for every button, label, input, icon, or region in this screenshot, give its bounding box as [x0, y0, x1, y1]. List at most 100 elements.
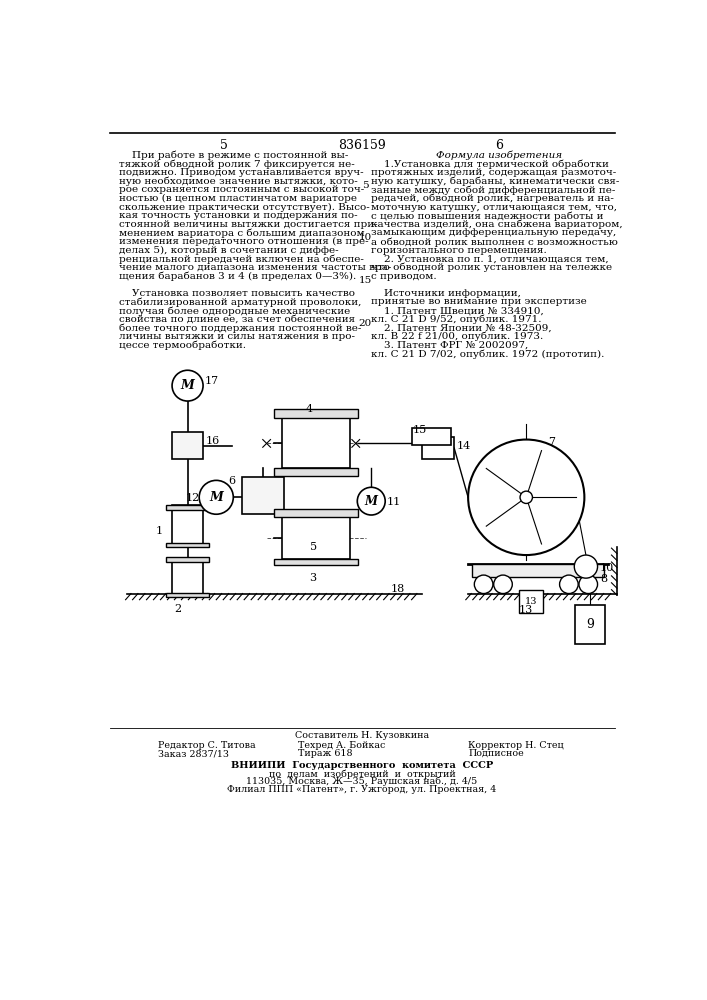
- Text: Тираж 618: Тираж 618: [298, 749, 352, 758]
- Text: 10: 10: [600, 563, 614, 573]
- Text: а обводной ролик выполнен с возможностью: а обводной ролик выполнен с возможностью: [371, 237, 618, 247]
- Text: Заказ 2837/13: Заказ 2837/13: [158, 749, 229, 758]
- Bar: [421, 437, 454, 459]
- Text: Подписное: Подписное: [468, 749, 524, 758]
- Circle shape: [579, 575, 597, 594]
- Text: щения барабанов 3 и 4 (в пределах 0—3%).: щения барабанов 3 и 4 (в пределах 0—3%).: [119, 272, 356, 281]
- Bar: [274, 468, 358, 476]
- Text: Редактор С. Титова: Редактор С. Титова: [158, 741, 256, 750]
- Text: цессе термообработки.: цессе термообработки.: [119, 341, 246, 350]
- Text: М: М: [180, 379, 194, 392]
- Text: стоянной величины вытяжки достигается при-: стоянной величины вытяжки достигается пр…: [119, 220, 378, 229]
- Text: 1.Установка для термической обработки: 1.Установка для термической обработки: [371, 159, 609, 169]
- Text: 15: 15: [412, 425, 426, 435]
- Text: качества изделий, она снабжена вариатором,: качества изделий, она снабжена вариаторо…: [371, 220, 623, 229]
- Bar: [274, 509, 358, 517]
- Text: 6: 6: [495, 139, 503, 152]
- Text: 2. Установка по п. 1, отличающаяся тем,: 2. Установка по п. 1, отличающаяся тем,: [371, 254, 609, 263]
- Text: 2: 2: [175, 604, 182, 614]
- Circle shape: [493, 575, 513, 594]
- Text: М: М: [365, 495, 378, 508]
- Text: Техред А. Бойкас: Техред А. Бойкас: [298, 741, 385, 750]
- Text: Составитель Н. Кузовкина: Составитель Н. Кузовкина: [295, 731, 429, 740]
- Text: ВНИИПИ  Государственного  комитета  СССР: ВНИИПИ Государственного комитета СССР: [230, 761, 493, 770]
- Circle shape: [559, 575, 578, 594]
- Text: кл. С 21 D 9/52, опублик. 1971.: кл. С 21 D 9/52, опублик. 1971.: [371, 315, 542, 324]
- Bar: [166, 557, 209, 562]
- Text: 2. Патент Японии № 48-32509,: 2. Патент Японии № 48-32509,: [371, 323, 552, 332]
- Text: 7: 7: [548, 437, 555, 447]
- Text: Корректор Н. Стец: Корректор Н. Стец: [468, 741, 563, 750]
- Circle shape: [199, 480, 233, 514]
- Bar: [519, 590, 542, 613]
- Text: более точного поддержания постоянной ве-: более точного поддержания постоянной ве-: [119, 323, 362, 333]
- Text: 4: 4: [305, 404, 312, 414]
- Text: кл. В 22 f 21/00, опублик. 1973.: кл. В 22 f 21/00, опублик. 1973.: [371, 332, 544, 341]
- Bar: [166, 505, 209, 510]
- Text: 3: 3: [310, 573, 317, 583]
- Text: 15: 15: [358, 276, 372, 285]
- Text: 17: 17: [204, 376, 218, 386]
- Text: ренциальной передачей включен на обеспе-: ренциальной передачей включен на обеспе-: [119, 254, 364, 264]
- Text: 5: 5: [362, 181, 368, 190]
- Text: рое сохраняется постоянным с высокой точ-: рое сохраняется постоянным с высокой точ…: [119, 185, 365, 194]
- Text: 10: 10: [358, 233, 372, 242]
- Text: 1. Патент Швеции № 334910,: 1. Патент Швеции № 334910,: [371, 306, 544, 315]
- Bar: [172, 432, 203, 459]
- Text: моточную катушку, отличающаяся тем, что,: моточную катушку, отличающаяся тем, что,: [371, 203, 617, 212]
- Text: М: М: [209, 491, 223, 504]
- Text: менением вариатора с большим диапазоном: менением вариатора с большим диапазоном: [119, 228, 365, 238]
- Bar: [166, 543, 209, 547]
- Circle shape: [474, 575, 493, 594]
- Bar: [242, 477, 284, 514]
- Circle shape: [574, 555, 597, 578]
- Circle shape: [520, 491, 532, 503]
- Bar: [172, 559, 203, 597]
- Text: с целью повышения надежности работы и: с целью повышения надежности работы и: [371, 211, 604, 221]
- Text: 18: 18: [391, 584, 405, 594]
- Text: подвижно. Приводом устанавливается вруч-: подвижно. Приводом устанавливается вруч-: [119, 168, 364, 177]
- Text: стабилизированной арматурной проволоки,: стабилизированной арматурной проволоки,: [119, 297, 362, 307]
- Text: по  делам  изобретений  и  открытий: по делам изобретений и открытий: [269, 769, 455, 779]
- Text: личины вытяжки и силы натяжения в про-: личины вытяжки и силы натяжения в про-: [119, 332, 356, 341]
- Text: 5: 5: [310, 542, 317, 552]
- Circle shape: [468, 440, 585, 555]
- Text: Источники информации,: Источники информации,: [371, 289, 521, 298]
- Circle shape: [357, 487, 385, 515]
- Text: 14: 14: [457, 441, 471, 451]
- Bar: [412, 428, 451, 445]
- Text: 5: 5: [220, 139, 228, 152]
- Text: протяжных изделий, содержащая размоточ-: протяжных изделий, содержащая размоточ-: [371, 168, 617, 177]
- Circle shape: [172, 370, 203, 401]
- Text: Формула изобретения: Формула изобретения: [436, 151, 562, 160]
- Text: 113035, Москва, Ж—35, Раушская наб., д. 4/5: 113035, Москва, Ж—35, Раушская наб., д. …: [246, 777, 477, 786]
- Text: При работе в режиме с постоянной вы-: При работе в режиме с постоянной вы-: [119, 151, 349, 160]
- Text: 3. Патент ФРГ № 2002097,: 3. Патент ФРГ № 2002097,: [371, 341, 529, 350]
- Text: 836159: 836159: [338, 139, 386, 152]
- Text: 11: 11: [387, 497, 401, 507]
- Text: 1: 1: [156, 526, 163, 536]
- Text: свойства по длине ее, за счет обеспечения: свойства по длине ее, за счет обеспечени…: [119, 315, 356, 324]
- Text: занные между собой дифференциальной пе-: занные между собой дифференциальной пе-: [371, 185, 616, 195]
- Text: 13: 13: [519, 605, 533, 615]
- Text: 12: 12: [185, 493, 199, 503]
- Bar: [274, 559, 358, 565]
- Text: горизонтального перемещения.: горизонтального перемещения.: [371, 246, 547, 255]
- Text: делах 5), который в сочетании с диффе-: делах 5), который в сочетании с диффе-: [119, 246, 339, 255]
- Text: кл. С 21 D 7/02, опублик. 1972 (прототип).: кл. С 21 D 7/02, опублик. 1972 (прототип…: [371, 349, 604, 359]
- Text: 9: 9: [586, 618, 594, 631]
- Text: ную катушку, барабаны, кинематически свя-: ную катушку, барабаны, кинематически свя…: [371, 177, 619, 186]
- Bar: [166, 593, 209, 597]
- Text: скольжение практически отсутствует). Высо-: скольжение практически отсутствует). Выс…: [119, 203, 370, 212]
- Text: 8: 8: [600, 574, 607, 584]
- Bar: [282, 418, 351, 468]
- Bar: [172, 505, 203, 547]
- Text: 20: 20: [358, 319, 372, 328]
- Text: Филиал ППП «Патент», г. Ужгород, ул. Проектная, 4: Филиал ППП «Патент», г. Ужгород, ул. Про…: [228, 785, 496, 794]
- Bar: [575, 605, 604, 644]
- Text: 16: 16: [206, 436, 220, 446]
- Bar: [472, 564, 604, 577]
- Text: 13: 13: [525, 597, 537, 606]
- Text: 6: 6: [228, 476, 235, 486]
- Text: изменения передаточного отношения (в пре-: изменения передаточного отношения (в пре…: [119, 237, 369, 246]
